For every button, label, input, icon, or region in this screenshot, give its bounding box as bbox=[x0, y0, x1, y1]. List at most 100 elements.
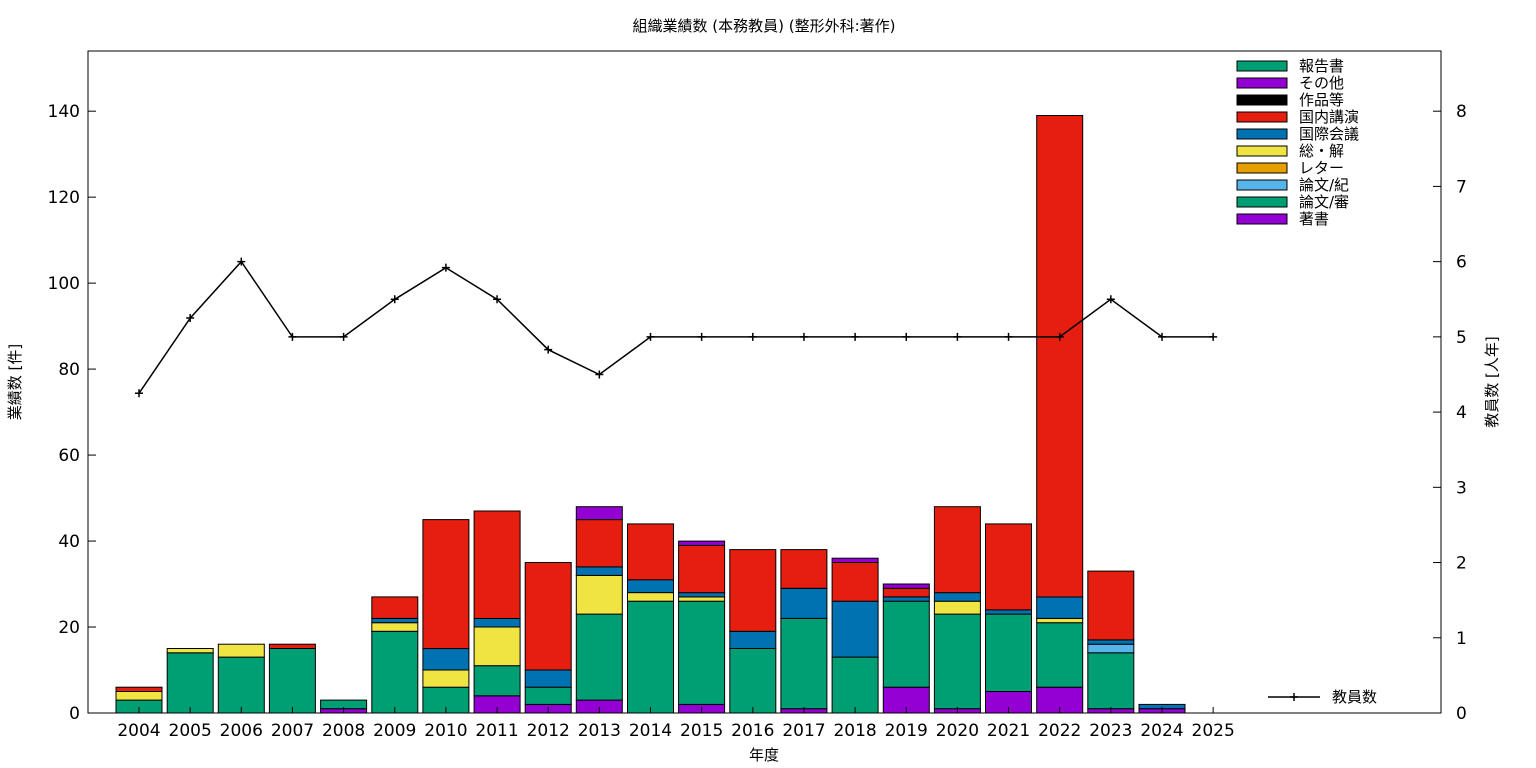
bar-2016-series-5 bbox=[729, 630, 777, 649]
y2-tick-label: 4 bbox=[1456, 403, 1467, 423]
line-point-2007 bbox=[288, 332, 297, 341]
y2-tick-label: 7 bbox=[1456, 177, 1467, 197]
x-tick-label: 2010 bbox=[424, 721, 467, 741]
y2-tick-label: 1 bbox=[1456, 629, 1467, 649]
bar-2018-series-8 bbox=[831, 557, 879, 564]
bar-2019-series-5 bbox=[882, 596, 930, 602]
legend-label: 論文/審 bbox=[1299, 193, 1349, 211]
bar-2020-series-5 bbox=[933, 592, 981, 602]
legend-label: 著書 bbox=[1299, 210, 1329, 228]
bar-2019-series-1 bbox=[882, 600, 930, 688]
legend-swatch bbox=[1236, 60, 1288, 72]
y-tick-label: 80 bbox=[58, 360, 80, 380]
bar-2014-series-4 bbox=[627, 592, 674, 602]
bar-2018-series-5 bbox=[831, 600, 879, 658]
y2-tick-label: 5 bbox=[1456, 328, 1467, 348]
x-tick-label: 2007 bbox=[271, 721, 314, 741]
y2-tick-label: 3 bbox=[1456, 478, 1467, 498]
line-layer bbox=[135, 257, 1218, 398]
bar-2012-series-5 bbox=[524, 669, 572, 688]
x-tick-label: 2004 bbox=[117, 721, 160, 741]
bar-2018-series-1 bbox=[831, 656, 879, 714]
x-tick-label: 2024 bbox=[1140, 721, 1183, 741]
y-tick-label: 100 bbox=[48, 274, 80, 294]
legend-label: 総・解 bbox=[1299, 142, 1344, 160]
line-point-2006 bbox=[237, 257, 246, 266]
line-point-2005 bbox=[186, 314, 195, 323]
bar-2016-series-1 bbox=[729, 648, 777, 714]
bar-2006-series-1 bbox=[217, 656, 265, 714]
x-tick-label: 2013 bbox=[578, 721, 621, 741]
x-tick-label: 2005 bbox=[169, 721, 212, 741]
x-tick-label: 2021 bbox=[987, 721, 1030, 741]
y-tick-label: 120 bbox=[48, 188, 80, 208]
x-tick-label: 2020 bbox=[936, 721, 979, 741]
y-tick-label: 20 bbox=[58, 618, 80, 638]
bar-2023-series-5 bbox=[1087, 639, 1135, 645]
bar-2006-series-4 bbox=[217, 643, 265, 658]
bar-2005-series-4 bbox=[166, 648, 214, 654]
x-tick-label: 2009 bbox=[373, 721, 416, 741]
x-tick-label: 2008 bbox=[322, 721, 365, 741]
bar-2014-series-5 bbox=[627, 579, 674, 594]
x-tick-label: 2017 bbox=[782, 721, 825, 741]
y-tick-label: 60 bbox=[58, 446, 80, 466]
y2-tick-label: 2 bbox=[1456, 554, 1467, 574]
bar-2022-series-6 bbox=[1036, 115, 1084, 598]
bar-2015-series-6 bbox=[678, 544, 726, 594]
line-point-2014 bbox=[646, 332, 655, 341]
x-tick-label: 2022 bbox=[1038, 721, 1081, 741]
bar-2015-series-5 bbox=[678, 592, 726, 598]
bar-2009-series-4 bbox=[371, 622, 419, 632]
line-point-2025 bbox=[1209, 332, 1218, 341]
bar-2011-series-1 bbox=[473, 665, 521, 697]
x-tick-label: 2011 bbox=[475, 721, 518, 741]
legend-swatch bbox=[1236, 213, 1288, 225]
bar-2013-series-5 bbox=[575, 566, 623, 576]
bar-2013-series-4 bbox=[575, 574, 623, 615]
bar-2011-series-4 bbox=[473, 626, 521, 667]
bar-2021-series-5 bbox=[985, 609, 1032, 615]
line-point-2024 bbox=[1158, 332, 1166, 341]
bar-2009-series-6 bbox=[371, 596, 419, 619]
bar-2009-series-1 bbox=[371, 630, 419, 714]
bar-2022-series-4 bbox=[1036, 617, 1084, 624]
line-point-2011 bbox=[493, 295, 502, 304]
bar-2021-series-1 bbox=[985, 613, 1032, 692]
bar-2021-series-6 bbox=[985, 523, 1032, 611]
axes-layer: 0 20 40 60 80 100 120 140 0 1 2 3 4 5 6 7 8 2004 2005 2006 2… bbox=[48, 102, 1467, 741]
bar-2005-series-1 bbox=[166, 652, 214, 714]
bar-2019-series-6 bbox=[882, 587, 930, 598]
bar-2013-series-8 bbox=[575, 506, 623, 521]
legend-swatch bbox=[1236, 77, 1288, 89]
line-point-2023 bbox=[1106, 295, 1115, 304]
line-point-2021 bbox=[1004, 332, 1013, 341]
legend-swatch bbox=[1236, 145, 1288, 157]
line-point-2016 bbox=[748, 332, 757, 341]
line-point-2012 bbox=[544, 345, 553, 354]
line-point-2008 bbox=[339, 332, 348, 341]
bar-2012-series-6 bbox=[524, 562, 572, 671]
bar-2023-series-1 bbox=[1087, 652, 1135, 710]
y-tick-label: 0 bbox=[69, 704, 80, 724]
x-tick-label: 2019 bbox=[885, 721, 928, 741]
y2-axis-label: 教員数 [人年] bbox=[1483, 336, 1501, 427]
bar-2014-series-6 bbox=[627, 523, 674, 581]
bar-2023-series-2 bbox=[1087, 643, 1135, 654]
bar-2012-series-1 bbox=[524, 686, 572, 705]
bar-2020-series-1 bbox=[933, 613, 981, 710]
bar-2011-series-6 bbox=[473, 510, 521, 619]
legend-label: その他 bbox=[1299, 74, 1344, 92]
x-tick-label: 2018 bbox=[833, 721, 876, 741]
line-point-2020 bbox=[953, 332, 962, 341]
y-tick-label: 40 bbox=[58, 532, 80, 552]
line-point-2015 bbox=[697, 332, 706, 341]
bar-2019-series-8 bbox=[882, 583, 930, 589]
x-tick-label: 2023 bbox=[1089, 721, 1132, 741]
x-tick-label: 2012 bbox=[527, 721, 570, 741]
bar-2013-series-6 bbox=[575, 519, 623, 568]
legend-label: 作品等 bbox=[1299, 91, 1344, 109]
line-point-2019 bbox=[902, 332, 911, 341]
